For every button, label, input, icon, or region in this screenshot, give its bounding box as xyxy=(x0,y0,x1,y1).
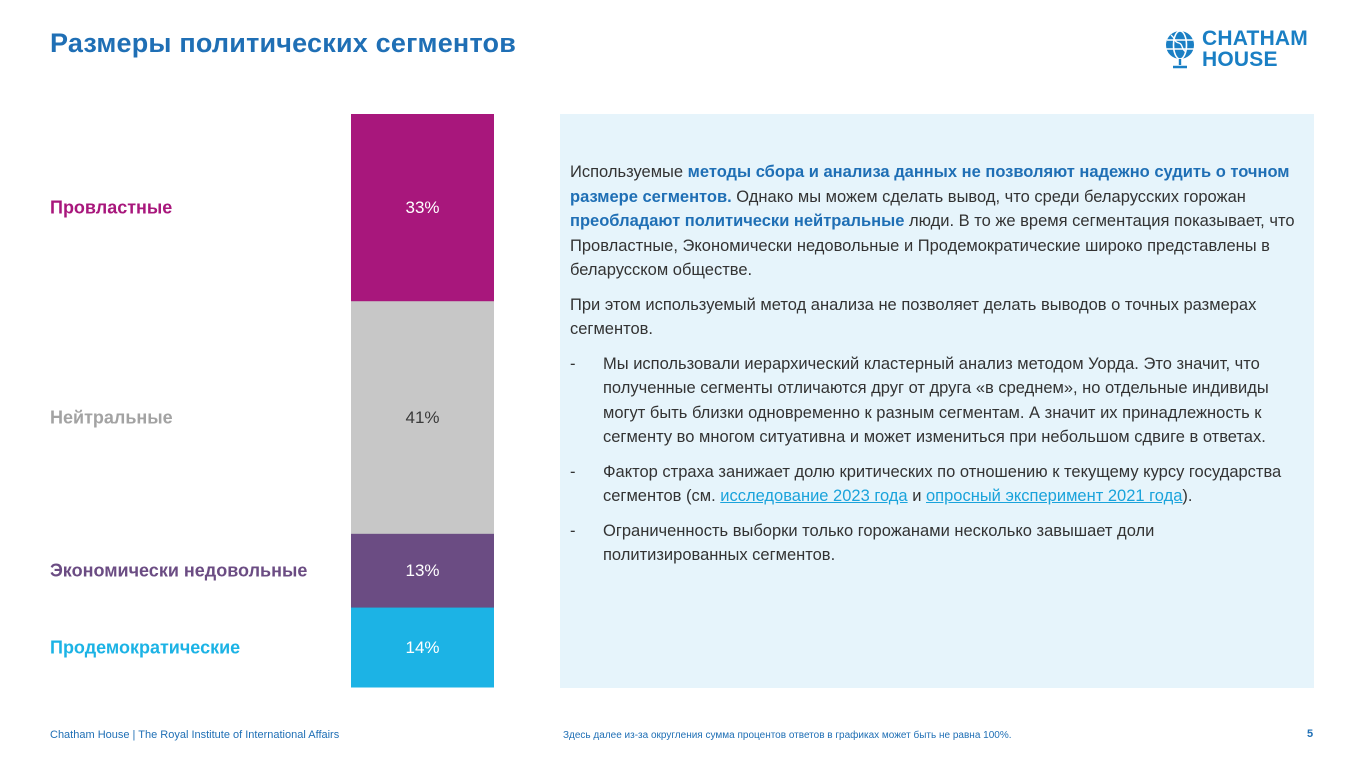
bar-segment-0 xyxy=(351,114,494,302)
info-paragraph-2: При этом используемый метод анализа не п… xyxy=(570,295,1257,339)
value-label-3: 14% xyxy=(405,638,439,657)
value-label-0: 33% xyxy=(405,198,439,217)
value-label-2: 13% xyxy=(405,561,439,580)
bullet-text: и xyxy=(907,487,926,505)
value-label-1: 41% xyxy=(405,408,439,427)
link-study-2023[interactable]: исследование 2023 года xyxy=(720,487,908,505)
link-experiment-2021[interactable]: опросный эксперимент 2021 года xyxy=(926,487,1183,505)
info-paragraph-1: Используемые методы сбора и анализа данн… xyxy=(570,160,1300,283)
info-text: Используемые xyxy=(570,163,688,181)
bullet-item: - Мы использовали иерархический кластерны… xyxy=(570,352,1300,450)
footer-organization: Chatham House | The Royal Institute of I… xyxy=(50,729,340,741)
logo-line-1: CHATHAM xyxy=(1202,27,1308,50)
bullet-text: ). xyxy=(1182,487,1193,505)
bullet-item: - Фактор страха занижает долю критических… xyxy=(570,460,1300,509)
logo-line-2: HOUSE xyxy=(1202,48,1278,71)
bar-segment-3 xyxy=(351,607,494,688)
bullet-dash: - xyxy=(570,354,576,373)
segment-label-1: Нейтральные xyxy=(50,408,173,428)
bullet-text: Фактор страха занижает долю критических … xyxy=(603,462,1282,506)
segment-label-2: Экономически недовольные xyxy=(50,561,307,581)
info-highlight: методы сбора и анализа данных не позволя… xyxy=(570,163,1290,206)
bar-segment-2 xyxy=(351,533,494,609)
segment-label-0: Провластные xyxy=(50,198,172,218)
bullet-dash: - xyxy=(570,462,576,481)
info-bullet-list: - Мы использовали иерархический кластерны… xyxy=(570,352,1300,568)
footer-rounding-note: Здесь далее из-за округления сумма проце… xyxy=(563,730,1012,741)
bullet-text: Ограниченность выборки только горожанами… xyxy=(603,521,1155,565)
bar-segment-1 xyxy=(351,301,494,535)
globe-icon xyxy=(1166,30,1194,69)
page-number: 5 xyxy=(1307,728,1314,740)
info-text: Однако мы можем сделать вывод, что среди… xyxy=(731,187,1246,206)
info-panel: Используемые методы сбора и анализа данн… xyxy=(560,114,1314,688)
chatham-house-logo: CHATHAM HOUSE xyxy=(1162,26,1322,72)
page-title: Размеры политических сегментов xyxy=(50,28,517,58)
info-text: люди. В то же время сегментация показыва… xyxy=(570,212,1295,279)
bullet-dash: - xyxy=(570,521,576,540)
info-highlight: преобладают политически нейтральные xyxy=(570,212,905,230)
bullet-item: - Ограниченность выборки только горожанам… xyxy=(570,519,1300,568)
bullet-text: Мы использовали иерархический кластерный… xyxy=(603,354,1269,447)
segment-label-3: Продемократические xyxy=(50,637,240,657)
